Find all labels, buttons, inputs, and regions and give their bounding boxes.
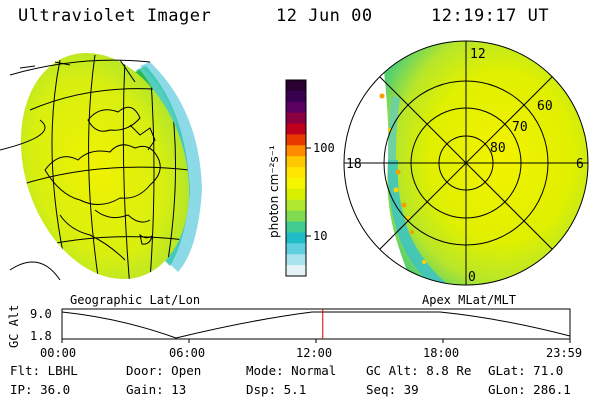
status-mode: Mode: Normal: [246, 363, 336, 378]
colorbar-tick-10: 10: [313, 229, 327, 243]
xtick-0000: 00:00: [40, 346, 76, 360]
status-filter-value: LBHL: [47, 363, 78, 378]
colorbar-segment: [286, 221, 306, 233]
colorbar-tick-100: 100: [313, 141, 335, 155]
colorbar-segment: [286, 254, 306, 266]
polar-image: 12 18 6 0 60 70 80: [343, 40, 589, 286]
xtick-2359: 23:59: [546, 346, 582, 360]
colorbar-segment: [286, 232, 306, 244]
colorbar-segment: [286, 178, 306, 190]
colorbar-segment: [286, 167, 306, 179]
status-mode-value: Normal: [291, 363, 337, 378]
limb-fringe: [140, 62, 202, 272]
mlt-label-18: 18: [346, 157, 362, 172]
status-door-label: Door:: [126, 363, 164, 378]
colorbar-segment: [286, 90, 306, 103]
status-ip-label: IP:: [10, 382, 33, 397]
status-glon-value: 286.1: [533, 382, 571, 397]
mlt-label-12: 12: [470, 47, 486, 62]
image-time: 12:19:17 UT: [431, 6, 550, 26]
mlat-label-70: 70: [512, 120, 528, 135]
xtick-1800: 18:00: [423, 346, 459, 360]
colorbar-segment: [286, 134, 306, 146]
colorbar-segment: [286, 265, 306, 277]
colorbar-segment: [286, 188, 306, 201]
status-gc-alt: GC Alt: 8.8 Re: [366, 363, 471, 378]
colorbar-segment: [286, 101, 306, 114]
mlt-label-0: 0: [468, 270, 476, 285]
mlat-label-80: 80: [490, 141, 506, 156]
image-date: 12 Jun 00: [276, 6, 373, 26]
status-glat-value: 71.0: [533, 363, 564, 378]
colorbar-segment: [286, 123, 306, 135]
status-glon-label: GLon:: [488, 382, 526, 397]
mlt-label-6: 6: [576, 157, 584, 172]
colorbar-segment: [286, 243, 306, 255]
colorbar-unit-label: photon cm⁻²s⁻¹: [267, 145, 281, 238]
status-filter: Flt: LBHL: [10, 363, 78, 378]
status-seq-label: Seq:: [366, 382, 397, 397]
status-mode-label: Mode:: [246, 363, 284, 378]
mlat-label-60: 60: [537, 99, 553, 114]
status-glon: GLon: 286.1: [488, 382, 571, 397]
right-panel-label: Apex MLat/MLT: [422, 293, 516, 307]
status-gain: Gain: 13: [126, 382, 186, 397]
colorbar-segment: [286, 156, 306, 168]
colorbar-segment: [286, 145, 306, 157]
altitude-curve: [61, 311, 571, 339]
left-panel-label: Geographic Lat/Lon: [70, 293, 201, 307]
status-seq-value: 39: [403, 382, 419, 397]
colorbar-segment: [286, 112, 306, 125]
status-dsp-value: 5.1: [283, 382, 307, 397]
colorbar-segment: [286, 80, 306, 92]
altitude-plot: GC Alt 9.0 1.8 00:00 06:00 12:00 18:00 2…: [7, 305, 582, 360]
altitude-ytick-9: 9.0: [30, 307, 52, 321]
status-seq: Seq: 39: [366, 382, 419, 397]
xtick-0600: 06:00: [169, 346, 205, 360]
geographic-image: [0, 52, 202, 291]
altitude-ytick-1-8: 1.8: [30, 329, 52, 343]
status-dsp: Dsp: 5.1: [246, 382, 306, 397]
status-gc-alt-value: 8.8 Re: [426, 363, 472, 378]
status-door-value: Open: [171, 363, 202, 378]
status-gain-label: Gain:: [126, 382, 164, 397]
altitude-ylabel: GC Alt: [7, 305, 21, 348]
colorbar-segment: [286, 199, 306, 212]
status-dsp-label: Dsp:: [246, 382, 277, 397]
status-gain-value: 13: [171, 382, 187, 397]
status-ip-value: 36.0: [40, 382, 71, 397]
color-scale-bar: [285, 79, 307, 277]
colorbar-segment: [286, 210, 306, 223]
status-glat: GLat: 71.0: [488, 363, 563, 378]
status-door: Door: Open: [126, 363, 201, 378]
status-gc-alt-label: GC Alt:: [366, 363, 419, 378]
app-title: Ultraviolet Imager: [18, 6, 212, 26]
xtick-1200: 12:00: [296, 346, 332, 360]
status-ip: IP: 36.0: [10, 382, 70, 397]
colorbar-border: [285, 79, 307, 277]
status-filter-label: Flt:: [10, 363, 41, 378]
status-glat-label: GLat:: [488, 363, 526, 378]
